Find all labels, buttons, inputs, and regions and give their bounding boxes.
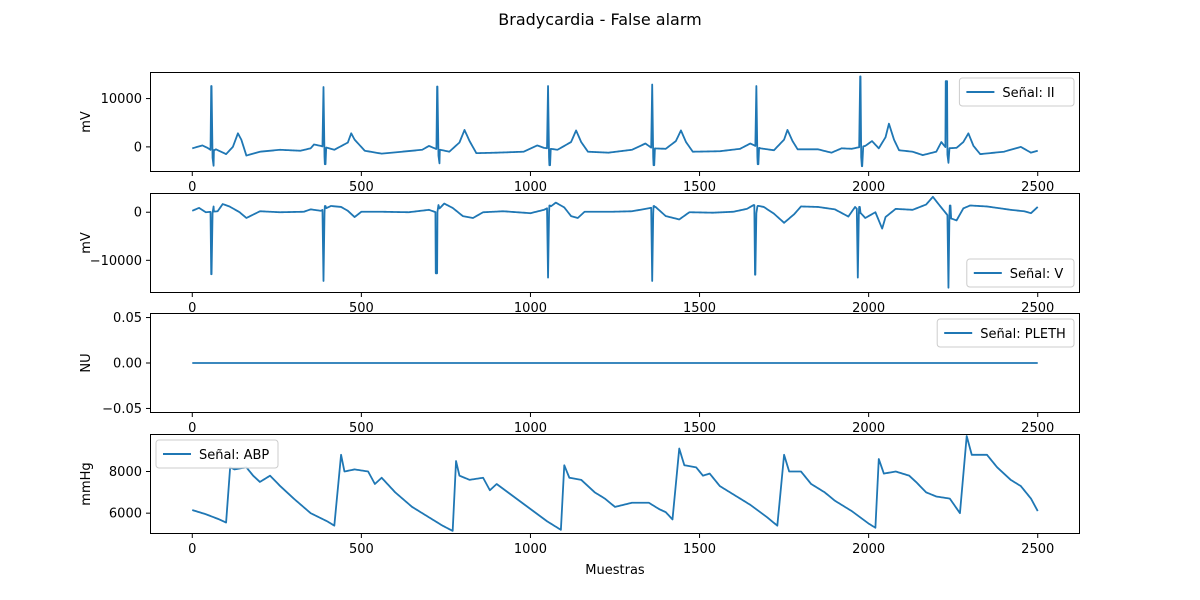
x-tick-label: 1500 [683,542,716,557]
chart-title: Bradycardia - False alarm [498,10,701,29]
legend-box [155,439,279,469]
x-tick-label: 500 [349,180,374,195]
x-tick-label: 500 [349,301,374,316]
x-tick-label: 2000 [852,421,885,436]
x-tick-label: 1500 [683,180,716,195]
series-line [192,435,1039,532]
x-tick-label: 2000 [852,180,885,195]
x-tick-label: 2500 [1021,421,1054,436]
y-axis-label: mV [79,111,94,133]
plot-frame [150,313,1080,413]
x-tick-label: 2000 [852,542,885,557]
y-tick-label: 6000 [109,507,142,522]
y-tick-label: −10000 [90,254,142,269]
plot-frame [150,72,1080,172]
x-tick-label: 2000 [852,301,885,316]
plot-frame [150,434,1080,534]
x-tick-label: 1000 [514,180,547,195]
x-tick-label: 1000 [514,542,547,557]
legend: Señal: ABP [155,439,279,469]
legend: Señal: PLETH [936,318,1075,348]
y-tick-label: 0.00 [113,357,142,372]
y-tick-label: 0.05 [113,311,142,326]
y-axis-label: mV [79,232,94,254]
legend: Señal: II [958,77,1075,107]
y-tick-label: 8000 [109,465,142,480]
y-tick-label: 0 [134,206,142,221]
x-axis-label: Muestras [585,563,645,578]
x-tick-label: 500 [349,421,374,436]
x-tick-label: 2500 [1021,301,1054,316]
x-tick-label: 2500 [1021,542,1054,557]
panel-1: 0 500 1000 1500 2000 2500 0 10000 mV Señal: II [79,72,1080,195]
y-tick-label: −0.05 [102,402,142,417]
y-axis-label: mmHg [79,462,94,505]
series-line [191,195,1039,289]
x-tick-label: 1000 [514,421,547,436]
x-tick-label: 1000 [514,301,547,316]
x-tick-label: 0 [188,301,196,316]
legend-label: Señal: PLETH [980,327,1066,342]
plot-frame [150,193,1080,293]
legend: Señal: V [966,258,1075,288]
legend-label: Señal: V [1010,267,1064,282]
series-line [192,75,1038,168]
x-tick-label: 1500 [683,421,716,436]
y-tick-label: 0 [134,140,142,155]
panel-3: 0 500 1000 1500 2000 2500 0.05 0.00 −0.05 NU Señal… [79,311,1080,436]
panel-4: 0 500 1000 1500 2000 2500 8000 6000 mmHg Señal: A… [79,434,1080,557]
x-tick-label: 0 [188,180,196,195]
x-tick-label: 0 [188,421,196,436]
legend-box [958,77,1075,107]
y-tick-label: 10000 [101,92,142,107]
x-tick-label: 2500 [1021,180,1054,195]
x-tick-label: 1500 [683,301,716,316]
legend-label: Señal: ABP [199,448,269,463]
legend-box [966,258,1075,288]
legend-box [936,318,1075,348]
y-axis-label: NU [79,353,94,372]
x-tick-label: 0 [188,542,196,557]
legend-label: Señal: II [1002,86,1054,101]
x-tick-label: 500 [349,542,374,557]
